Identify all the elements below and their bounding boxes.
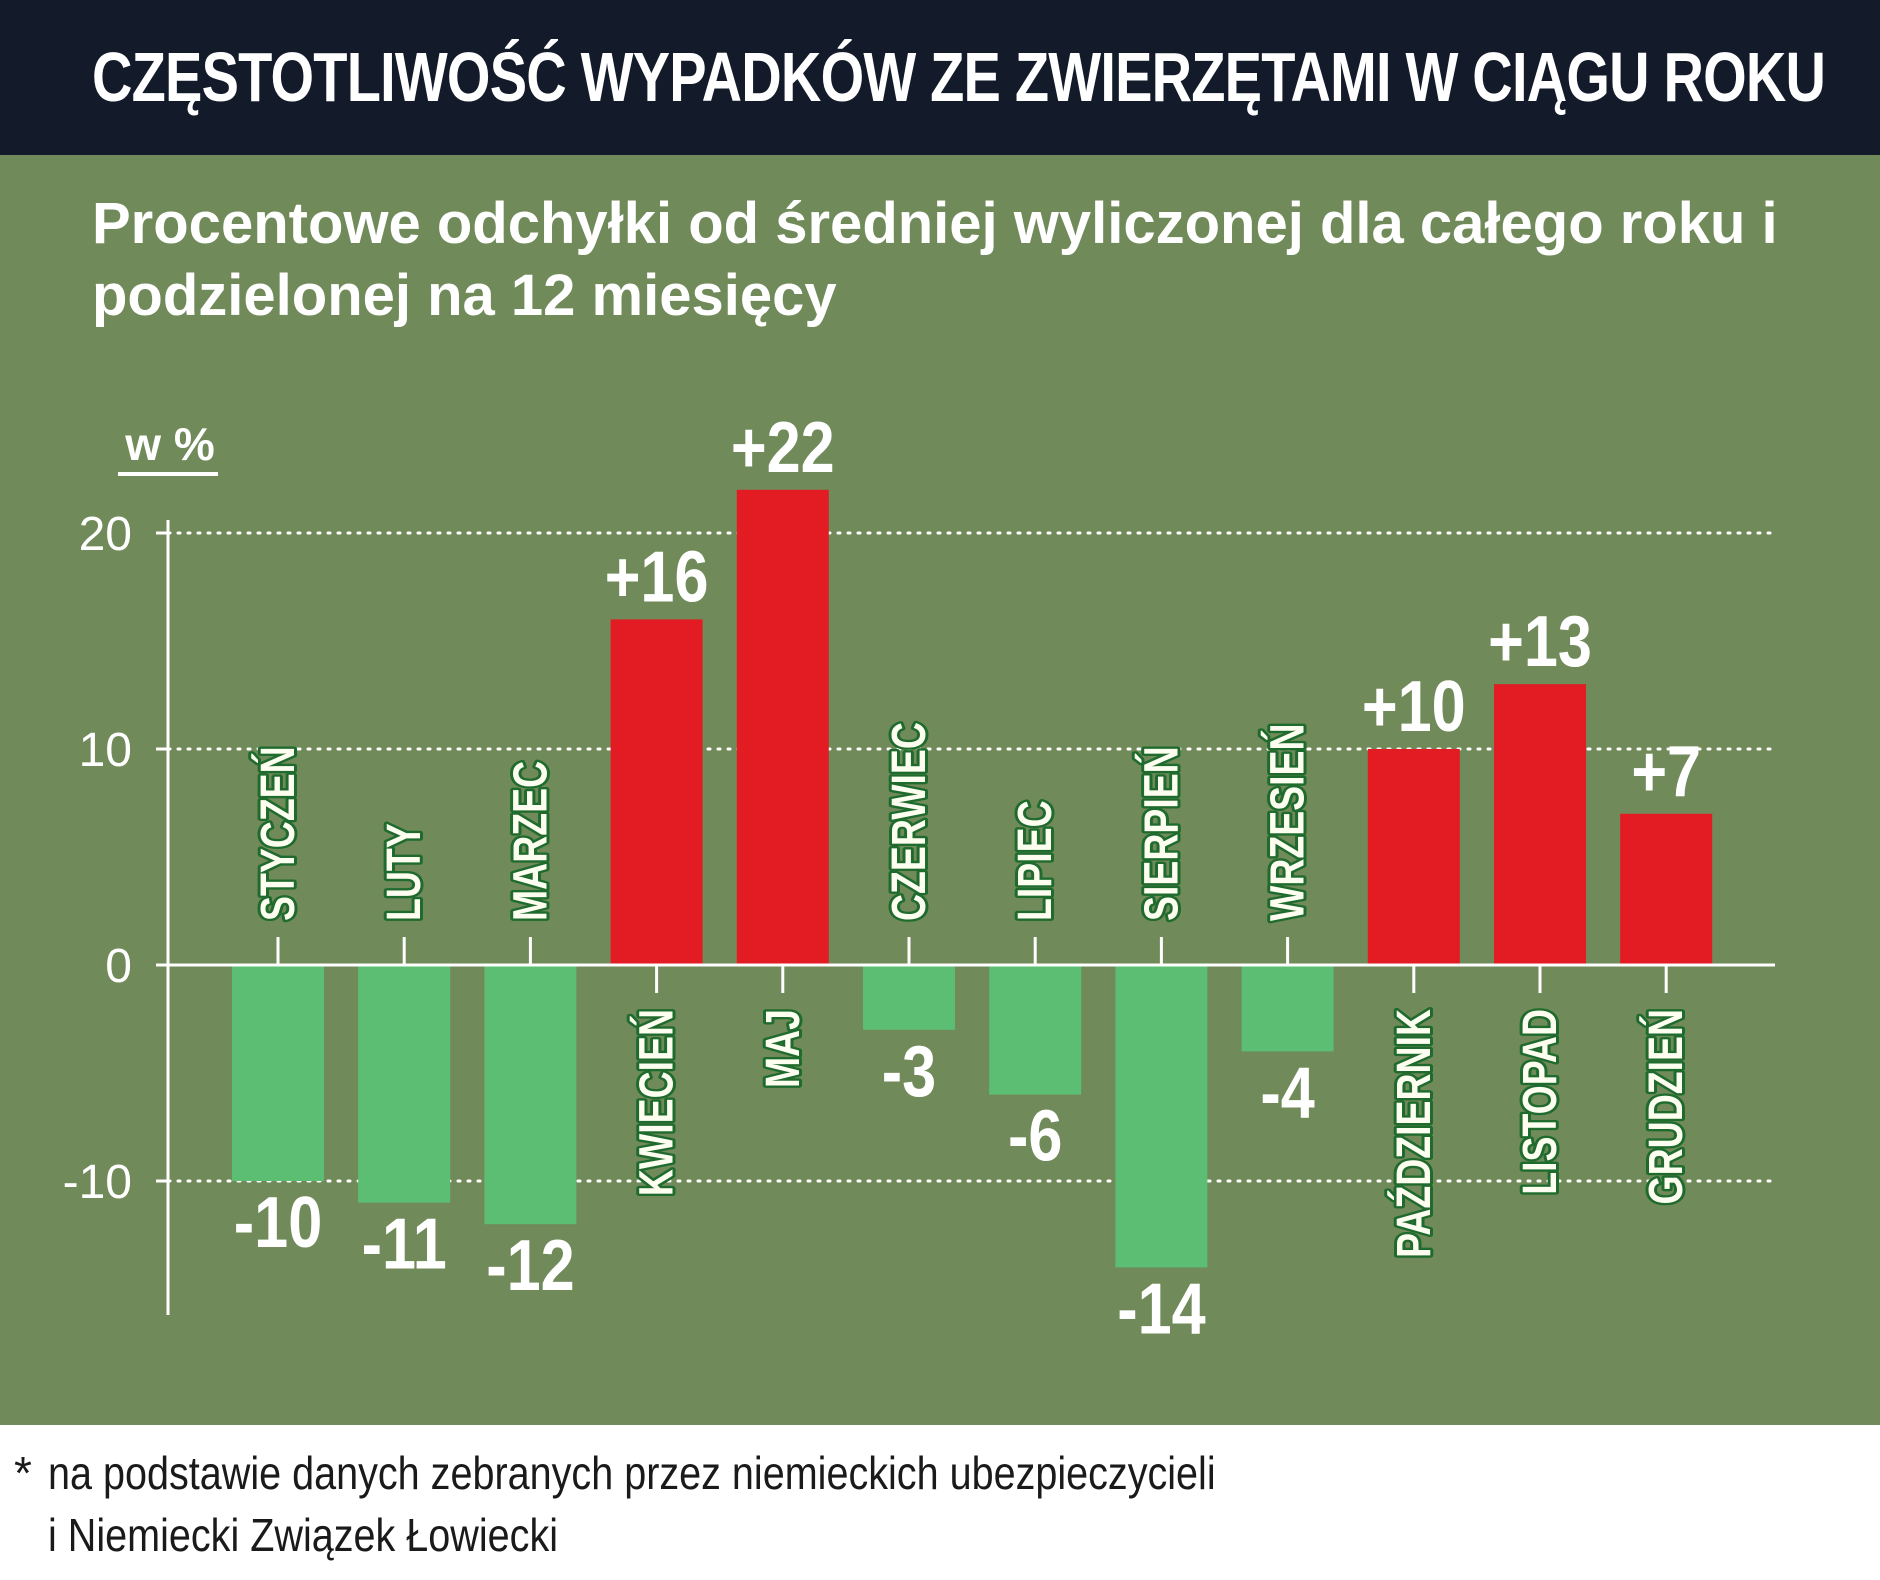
value-label-group: +13 — [1488, 603, 1592, 683]
month-label-group: SIERPIEŃ — [1132, 744, 1191, 924]
month-label: SIERPIEŃ — [1135, 746, 1189, 921]
value-label: -3 — [882, 1032, 936, 1112]
month-label: CZERWIEC — [883, 722, 937, 921]
month-label: MAJ — [756, 1009, 810, 1088]
footnote-marker: * — [14, 1447, 32, 1499]
month-label-group: MAJ — [754, 1006, 813, 1090]
value-label-group: -4 — [1260, 1054, 1314, 1134]
bar — [736, 489, 829, 965]
y-tick-label: -10 — [63, 1156, 132, 1209]
month-label: MARZEC — [504, 761, 558, 921]
month-label-group: CZERWIEC — [880, 719, 939, 923]
footnote-line-1: na podstawie danych zebranych przez niem… — [48, 1447, 1216, 1499]
bar — [1367, 749, 1460, 965]
bar — [989, 965, 1082, 1095]
month-label: PAŹDZIERNIK — [1387, 1009, 1441, 1258]
bar — [610, 619, 703, 965]
value-label: -4 — [1260, 1054, 1314, 1134]
month-label-group: MARZEC — [501, 758, 560, 923]
value-label: -14 — [1117, 1270, 1205, 1350]
month-label-group: GRUDZIEŃ — [1637, 1006, 1696, 1207]
bar — [1241, 965, 1334, 1052]
month-label: LUTY — [378, 823, 432, 921]
value-label: -11 — [362, 1205, 447, 1285]
month-label-group: LIPIEC — [1006, 798, 1065, 924]
bar — [1115, 965, 1208, 1268]
chart-title: CZĘSTOTLIWOŚĆ WYPADKÓW ZE ZWIERZĘTAMI W … — [92, 38, 1826, 116]
value-label: -6 — [1008, 1097, 1062, 1177]
bar — [232, 965, 324, 1181]
value-label-group: -11 — [362, 1205, 447, 1285]
value-label: +13 — [1488, 603, 1592, 683]
bar — [1494, 684, 1586, 965]
month-label-group: LUTY — [375, 820, 434, 923]
value-label: +16 — [605, 538, 709, 618]
value-label-group: +16 — [605, 538, 709, 618]
bar — [863, 965, 955, 1030]
value-label-group: -12 — [486, 1227, 574, 1307]
y-tick-label: 20 — [79, 508, 132, 561]
value-label-group: +10 — [1362, 667, 1466, 747]
month-label-group: PAŹDZIERNIK — [1385, 1006, 1444, 1260]
value-label-group: -6 — [1008, 1097, 1062, 1177]
value-label-group: +7 — [1631, 732, 1701, 812]
footnote-line-2: i Niemiecki Związek Łowiecki — [48, 1509, 559, 1561]
value-label: -12 — [486, 1227, 574, 1307]
bar-chart: 20 10 0 -10 w % STYCZEŃ -10 LUTY -11 MARZEC -12 KWI… — [63, 408, 1777, 1350]
month-label-group: WRZESIEŃ — [1259, 721, 1318, 924]
month-label: STYCZEŃ — [252, 746, 306, 921]
month-label: GRUDZIEŃ — [1640, 1009, 1694, 1204]
month-label: LISTOPAD — [1514, 1009, 1568, 1195]
month-label-group: LISTOPAD — [1511, 1006, 1570, 1197]
bar — [1620, 813, 1713, 965]
bar — [358, 965, 451, 1203]
value-label-group: +22 — [731, 408, 835, 488]
value-label: +10 — [1362, 667, 1466, 747]
month-label-group: STYCZEŃ — [249, 744, 308, 924]
bar — [484, 965, 577, 1225]
y-axis-label: w % — [124, 418, 214, 470]
chart-title-bar: CZĘSTOTLIWOŚĆ WYPADKÓW ZE ZWIERZĘTAMI W … — [0, 0, 1880, 155]
chart-subtitle: Procentowe odchyłki od średniej wyliczon… — [92, 191, 1778, 328]
value-label-group: -14 — [1117, 1270, 1205, 1350]
value-label: -10 — [234, 1183, 322, 1263]
month-label: WRZESIEŃ — [1261, 723, 1315, 921]
value-label-group: -3 — [882, 1032, 936, 1112]
value-label: +22 — [731, 408, 835, 488]
month-label-group: KWIECIEŃ — [628, 1006, 687, 1198]
value-label: +7 — [1631, 732, 1701, 812]
y-tick-label: 10 — [79, 724, 132, 777]
month-label: KWIECIEŃ — [630, 1009, 684, 1196]
y-tick-label: 0 — [105, 940, 132, 993]
month-label: LIPIEC — [1009, 800, 1063, 921]
value-label-group: -10 — [234, 1183, 322, 1263]
